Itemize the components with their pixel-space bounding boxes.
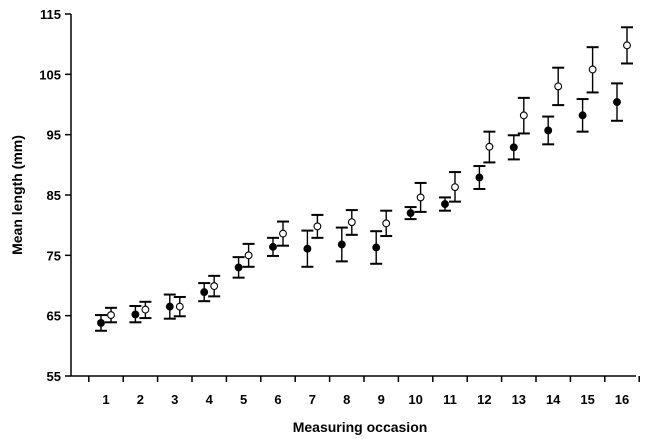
x-axis-ticks: 1 2 3 4 5 6 7 8 9 10 11 12 13 14 15 16 <box>88 376 640 407</box>
data-point-open <box>588 65 597 74</box>
data-point-filled <box>475 173 484 182</box>
data-point-open <box>519 111 528 120</box>
data-point-filled <box>303 244 312 253</box>
data-point-filled <box>337 240 346 249</box>
x-tick-label: 14 <box>546 392 561 407</box>
data-point-open <box>347 218 356 227</box>
data-points <box>97 41 631 327</box>
x-tick-label: 6 <box>274 392 281 407</box>
data-point-filled <box>544 126 553 135</box>
data-point-open <box>244 251 253 260</box>
x-tick-label: 11 <box>443 392 457 407</box>
data-point-filled <box>269 242 277 251</box>
y-axis-title: Mean length (mm) <box>9 135 25 255</box>
x-tick-label: 1 <box>102 392 109 407</box>
x-tick-label: 13 <box>512 392 526 407</box>
data-point-open <box>175 302 184 311</box>
y-tick-label: 95 <box>47 128 61 143</box>
data-point-filled <box>613 98 621 107</box>
y-tick-label: 65 <box>47 309 61 324</box>
x-tick-label: 7 <box>309 392 316 407</box>
x-tick-label: 16 <box>615 392 629 407</box>
data-point-open <box>279 229 287 238</box>
x-axis-title: Measuring occasion <box>293 419 428 435</box>
data-point-filled <box>372 243 381 252</box>
x-tick-label: 5 <box>240 392 247 407</box>
x-tick-label: 3 <box>171 392 178 407</box>
data-point-open <box>451 183 459 192</box>
data-point-open <box>416 193 425 202</box>
data-point-filled <box>165 302 174 311</box>
data-point-filled <box>234 263 243 272</box>
data-point-filled <box>406 209 415 218</box>
y-tick-label: 105 <box>39 67 61 82</box>
y-tick-label: 115 <box>40 7 61 22</box>
y-tick-label: 85 <box>47 188 61 203</box>
y-tick-label: 55 <box>47 369 61 384</box>
x-tick-label: 10 <box>408 392 422 407</box>
data-point-open <box>141 305 150 314</box>
data-point-filled <box>509 143 518 152</box>
data-point-filled <box>131 310 140 319</box>
plot-area <box>70 14 636 377</box>
data-point-open <box>554 82 563 91</box>
data-point-filled <box>97 318 105 327</box>
data-point-open <box>107 311 115 320</box>
x-tick-label: 4 <box>206 392 214 407</box>
data-point-open <box>623 41 631 50</box>
data-point-open <box>210 282 219 291</box>
y-tick-label: 75 <box>47 248 61 263</box>
data-point-filled <box>200 288 209 297</box>
x-tick-label: 2 <box>137 392 144 407</box>
error-bars <box>95 26 633 332</box>
x-tick-label: 9 <box>378 392 385 407</box>
y-axis-ticks: 55 65 75 85 95 105 115 <box>39 7 71 384</box>
x-tick-label: 15 <box>580 392 594 407</box>
data-point-open <box>485 142 494 151</box>
data-point-filled <box>441 200 449 209</box>
x-tick-label: 12 <box>477 392 491 407</box>
data-point-filled <box>578 111 587 120</box>
x-tick-label: 8 <box>343 392 350 407</box>
data-point-open <box>382 219 391 228</box>
data-point-open <box>313 222 322 231</box>
